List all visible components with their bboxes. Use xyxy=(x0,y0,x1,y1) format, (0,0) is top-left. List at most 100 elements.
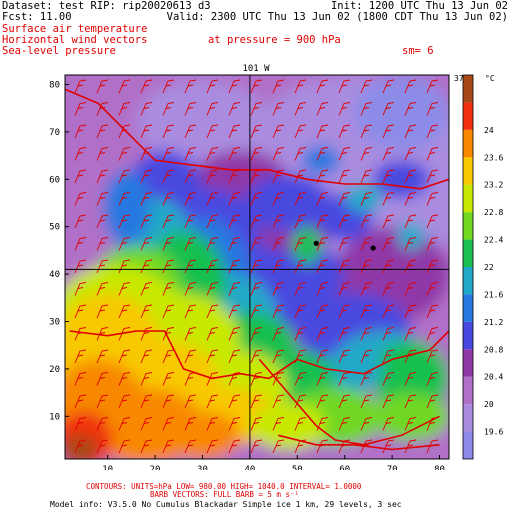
station-dot xyxy=(313,240,319,246)
wind-barb xyxy=(118,214,131,229)
wind-barb xyxy=(404,327,417,341)
wind-barb xyxy=(184,439,197,454)
wind-barb xyxy=(96,282,109,296)
wind-barb xyxy=(448,451,449,453)
wind-barb xyxy=(228,192,241,206)
wind-barb xyxy=(360,79,373,94)
wind-barb xyxy=(96,394,109,409)
wind-barb xyxy=(272,327,285,341)
wind-barb xyxy=(316,214,329,229)
colorbar-label: 23.2 xyxy=(484,181,503,190)
wind-barb xyxy=(184,304,197,319)
colorbar-segment xyxy=(463,349,473,377)
wind-barb xyxy=(206,192,219,206)
wind-barb xyxy=(404,102,417,116)
wind-barb xyxy=(448,316,449,318)
x-tick-label: 50 xyxy=(292,465,303,470)
wind-barb xyxy=(360,124,373,139)
wind-barb xyxy=(448,159,449,161)
wind-barb xyxy=(184,282,197,296)
wind-barb xyxy=(316,192,329,206)
wind-barb xyxy=(404,214,417,229)
wind-barb xyxy=(338,304,351,319)
wind-barb xyxy=(74,304,87,319)
wind-barb xyxy=(426,102,439,116)
colorbar-segment xyxy=(463,321,473,350)
wind-barb xyxy=(228,237,241,251)
wind-barb xyxy=(382,394,395,409)
wind-barb xyxy=(382,169,395,184)
wind-barb xyxy=(74,394,87,409)
field-temperature-label: Surface air temperature xyxy=(2,23,148,35)
wind-barb xyxy=(404,169,417,184)
wind-barb xyxy=(272,79,285,94)
wind-barb xyxy=(228,124,241,139)
wind-barb xyxy=(140,79,153,94)
wind-barb xyxy=(360,169,373,184)
wind-barb xyxy=(338,349,351,364)
wind-barb xyxy=(426,237,439,251)
wind-barb xyxy=(382,79,395,94)
wind-barb xyxy=(316,282,329,296)
wind-barb xyxy=(404,394,417,409)
y-tick-label: 60 xyxy=(49,175,60,185)
wind-barb xyxy=(184,124,197,139)
wind-barb xyxy=(360,349,373,364)
wind-barb xyxy=(96,327,109,341)
wind-barb xyxy=(338,417,351,431)
wind-barb xyxy=(272,372,285,386)
colorbar-segment xyxy=(463,157,473,185)
wind-barb xyxy=(228,214,241,229)
wind-barb xyxy=(74,169,87,184)
wind-barb xyxy=(184,372,197,386)
wind-barb xyxy=(448,271,449,273)
wind-barb xyxy=(162,214,175,229)
wind-barb xyxy=(404,124,417,139)
wind-barb xyxy=(206,169,219,184)
wind-barb xyxy=(250,417,263,431)
wind-barb xyxy=(382,304,395,319)
wind-barb xyxy=(426,192,439,206)
wind-barb xyxy=(74,282,87,296)
colorbar-segment xyxy=(463,376,473,405)
wind-barb xyxy=(448,204,449,206)
y-tick-label: 10 xyxy=(49,412,60,422)
wind-barb xyxy=(118,192,131,206)
wind-barb xyxy=(404,79,417,94)
wind-barb xyxy=(250,439,263,454)
wind-barb xyxy=(294,394,307,409)
field-wind-label: Horizontal wind vectors xyxy=(2,34,148,46)
x-axis: 10 20 30 40 50 60 70 80 xyxy=(102,455,445,470)
colorbar-label: 22 xyxy=(484,263,494,272)
wind-barb xyxy=(448,339,449,341)
wind-barb xyxy=(294,417,307,431)
wind-barb xyxy=(96,349,109,364)
wind-barb xyxy=(96,372,109,386)
wind-barb xyxy=(272,282,285,296)
colorbar-label: 21.2 xyxy=(484,318,503,327)
wind-barb xyxy=(448,406,449,408)
colorbar-segment xyxy=(463,129,473,158)
wind-barb xyxy=(184,237,197,251)
wind-barb xyxy=(250,169,263,184)
wind-barb xyxy=(162,147,175,161)
wind-barb xyxy=(250,372,263,386)
colorbar-segment xyxy=(463,75,473,103)
wind-barb xyxy=(118,124,131,139)
wind-barb xyxy=(162,192,175,206)
wind-barb xyxy=(360,304,373,319)
wind-barb xyxy=(184,102,197,116)
wind-barb xyxy=(250,124,263,139)
wind-barb xyxy=(448,181,449,183)
wind-barb xyxy=(404,304,417,319)
wind-barb xyxy=(140,169,153,184)
contour-info: CONTOURS: UNITS=hPa LOW= 980.00 HIGH= 10… xyxy=(86,482,362,491)
wind-barb xyxy=(294,237,307,251)
colorbar-segment xyxy=(463,404,473,432)
wind-barb xyxy=(382,372,395,386)
wind-barb xyxy=(140,327,153,341)
wind-barb xyxy=(338,439,351,454)
wind-barb xyxy=(118,327,131,341)
wind-barb xyxy=(404,282,417,296)
wind-barb xyxy=(294,192,307,206)
